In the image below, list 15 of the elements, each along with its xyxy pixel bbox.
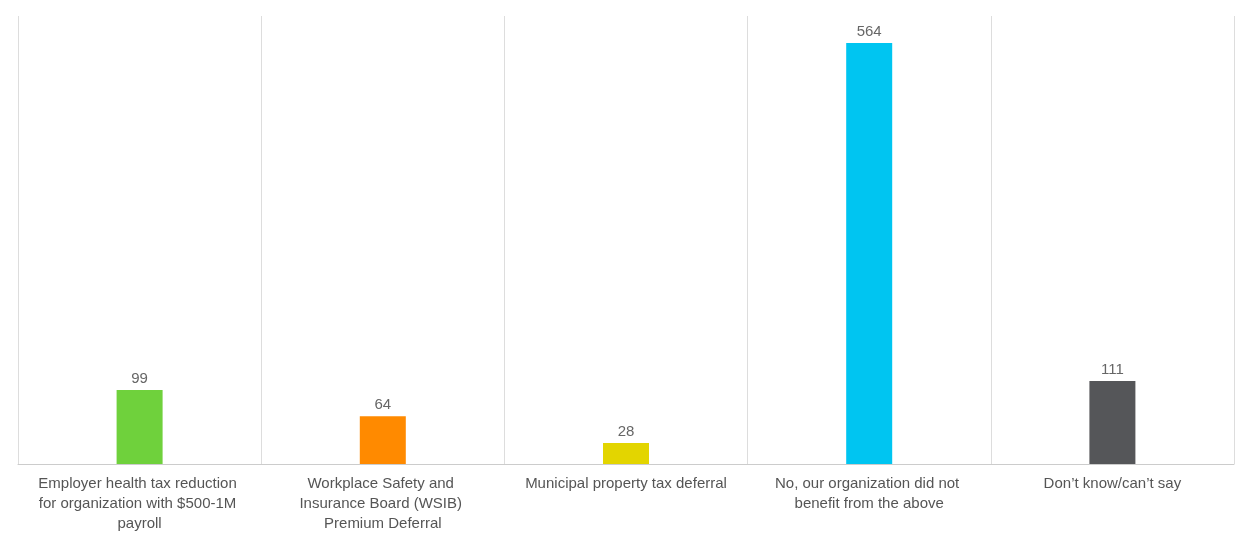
x-tick-label: Workplace Safety and Insurance Board (WSIB) Premium Deferral — [299, 473, 467, 531]
x-tick-label: Don’t know/can’t say — [1043, 473, 1182, 491]
data-label: 99 — [131, 369, 148, 387]
data-label: 564 — [856, 21, 882, 39]
x-tick-label: Employer health tax reduction for organization with $500-1M payroll — [38, 473, 241, 531]
bar — [1089, 381, 1136, 464]
bar — [846, 42, 893, 464]
bar — [359, 416, 406, 464]
x-tick-label: No, our organization did not benefit from the above — [774, 473, 964, 511]
x-tick-label: Municipal property tax deferral — [525, 473, 727, 491]
bar — [116, 390, 163, 464]
data-label: 64 — [374, 395, 392, 413]
data-label: 28 — [617, 422, 635, 440]
data-label: 111 — [1100, 360, 1124, 378]
bar — [603, 443, 649, 464]
